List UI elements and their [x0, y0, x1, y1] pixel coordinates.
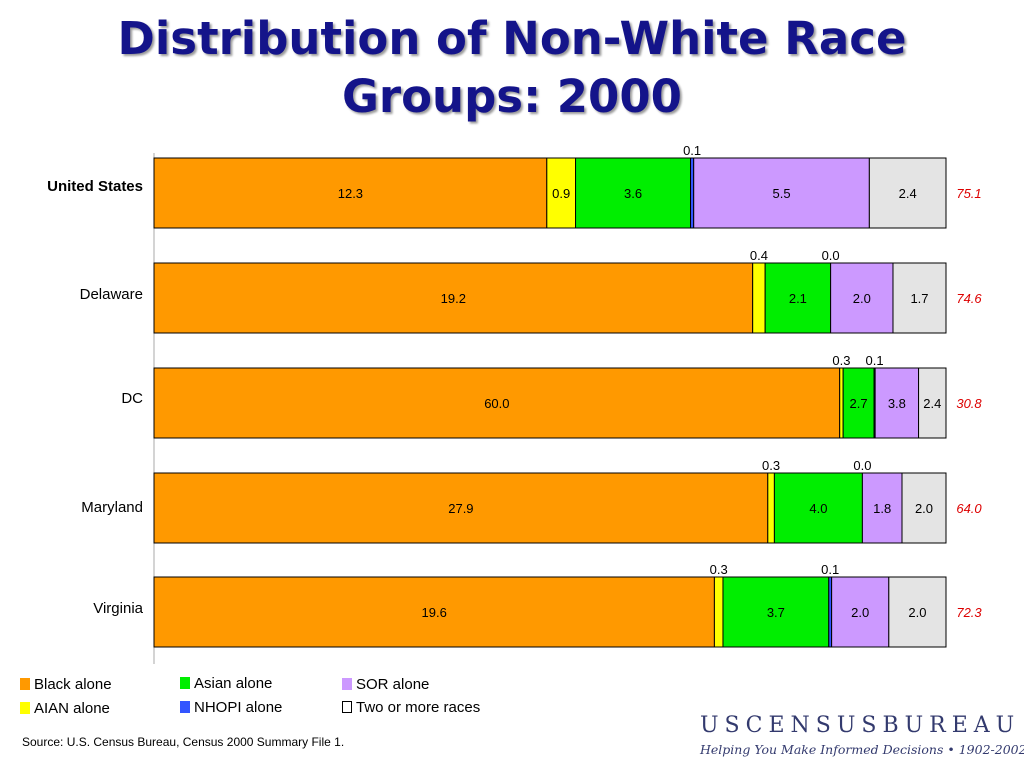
data-label-maryland-sor-alone: 1.8	[873, 501, 891, 516]
legend-label-nhopi: NHOPI alone	[194, 699, 283, 716]
white-alone-label-dc: 30.8	[956, 396, 982, 411]
category-label-united-states: United States	[47, 178, 143, 195]
legend-item-asian: Asian alone	[180, 675, 272, 693]
legend-label-aian: AIAN alone	[34, 700, 110, 717]
bar-segment-dc-sor-alone	[874, 367, 920, 439]
data-label-maryland-black-alone: 27.9	[448, 501, 473, 516]
title-line-2: Groups: 2000	[342, 70, 682, 123]
bar-segment-dc-asian-alone	[842, 367, 875, 439]
page-title: Distribution of Non-White Race Groups: 2…	[0, 10, 1024, 126]
bar-segment-dc-black-alone	[153, 367, 841, 439]
bar-segment-delaware-black-alone	[153, 262, 754, 334]
legend-swatch-asian	[180, 677, 190, 689]
bar-segment-united-states-two-or-more-races	[868, 157, 947, 229]
legend-swatch-nhopi	[180, 701, 190, 713]
legend-label-two-or-more: Two or more races	[356, 699, 481, 716]
data-label-united-states-nhopi-alone: 0.1	[683, 143, 701, 158]
data-label-delaware-two-or-more-races: 1.7	[910, 291, 928, 306]
bar-segment-dc-two-or-more-races	[918, 367, 947, 439]
legend-item-aian: AIAN alone	[20, 700, 110, 718]
bar-segment-maryland-two-or-more-races	[901, 472, 947, 544]
source-note: Source: U.S. Census Bureau, Census 2000 …	[22, 735, 345, 749]
legend-label-black: Black alone	[34, 676, 112, 693]
data-label-maryland-aian-alone: 0.3	[762, 458, 780, 473]
white-alone-label-delaware: 74.6	[956, 291, 982, 306]
data-label-dc-nhopi-alone: 0.1	[866, 353, 884, 368]
bar-segment-dc-aian-alone	[839, 367, 844, 439]
category-label-maryland: Maryland	[81, 499, 143, 516]
legend-swatch-sor	[342, 678, 352, 690]
bar-segment-virginia-two-or-more-races	[888, 576, 947, 648]
bar-segment-united-states-black-alone	[153, 157, 548, 229]
legend-label-asian: Asian alone	[194, 675, 273, 692]
data-label-dc-sor-alone: 3.8	[888, 396, 906, 411]
category-label-dc: DC	[121, 390, 143, 407]
data-label-delaware-nhopi-alone: 0.0	[822, 248, 840, 263]
data-label-delaware-asian-alone: 2.1	[789, 291, 807, 306]
data-label-delaware-aian-alone: 0.4	[750, 248, 768, 263]
data-label-virginia-asian-alone: 3.7	[767, 605, 785, 620]
data-label-dc-asian-alone: 2.7	[850, 396, 868, 411]
legend-item-black: Black alone	[20, 676, 112, 694]
legend-item-nhopi: NHOPI alone	[180, 699, 282, 717]
data-label-virginia-two-or-more-races: 2.0	[908, 605, 926, 620]
data-label-maryland-two-or-more-races: 2.0	[915, 501, 933, 516]
data-label-united-states-two-or-more-races: 2.4	[899, 186, 917, 201]
bar-segment-virginia-sor-alone	[831, 576, 890, 648]
data-label-united-states-asian-alone: 3.6	[624, 186, 642, 201]
data-label-maryland-asian-alone: 4.0	[809, 501, 827, 516]
data-label-virginia-sor-alone: 2.0	[851, 605, 869, 620]
legend-swatch-aian	[20, 702, 30, 714]
data-label-dc-black-alone: 60.0	[484, 396, 509, 411]
data-label-maryland-nhopi-alone: 0.0	[853, 458, 871, 473]
bar-segment-delaware-aian-alone	[752, 262, 766, 334]
data-label-united-states-aian-alone: 0.9	[552, 186, 570, 201]
bar-segment-delaware-sor-alone	[830, 262, 894, 334]
white-alone-label-maryland: 64.0	[956, 501, 982, 516]
white-alone-label-virginia: 72.3	[956, 605, 982, 620]
data-label-virginia-nhopi-alone: 0.1	[821, 562, 839, 577]
white-alone-label-united-states: 75.1	[956, 186, 981, 201]
legend-swatch-black	[20, 678, 30, 690]
legend-item-sor: SOR alone	[342, 676, 429, 694]
data-label-virginia-aian-alone: 0.3	[710, 562, 728, 577]
bar-segment-united-states-sor-alone	[693, 157, 870, 229]
category-label-virginia: Virginia	[93, 600, 143, 617]
category-label-delaware: Delaware	[80, 286, 143, 303]
census-bureau-tagline: Helping You Make Informed Decisions • 19…	[700, 742, 1024, 757]
data-label-virginia-black-alone: 19.6	[422, 605, 447, 620]
legend-item-two-or-more: Two or more races	[342, 699, 480, 717]
data-label-delaware-black-alone: 19.2	[441, 291, 466, 306]
legend-swatch-two-or-more	[342, 701, 352, 713]
data-label-united-states-black-alone: 12.3	[338, 186, 363, 201]
data-label-united-states-sor-alone: 5.5	[772, 186, 790, 201]
bar-segment-united-states-asian-alone	[575, 157, 692, 229]
bar-segment-virginia-aian-alone	[713, 576, 724, 648]
title-line-1: Distribution of Non-White Race	[117, 12, 907, 65]
bar-segment-maryland-aian-alone	[767, 472, 775, 544]
data-label-dc-two-or-more-races: 2.4	[923, 396, 941, 411]
bar-segment-maryland-sor-alone	[861, 472, 903, 544]
legend-label-sor: SOR alone	[356, 676, 430, 693]
bar-segment-united-states-aian-alone	[546, 157, 577, 229]
census-bureau-logo: USCENSUSBUREAU	[700, 713, 1021, 738]
bar-segment-delaware-two-or-more-races	[892, 262, 947, 334]
data-label-delaware-sor-alone: 2.0	[853, 291, 871, 306]
bar-segment-delaware-asian-alone	[764, 262, 832, 334]
data-label-dc-aian-alone: 0.3	[832, 353, 850, 368]
